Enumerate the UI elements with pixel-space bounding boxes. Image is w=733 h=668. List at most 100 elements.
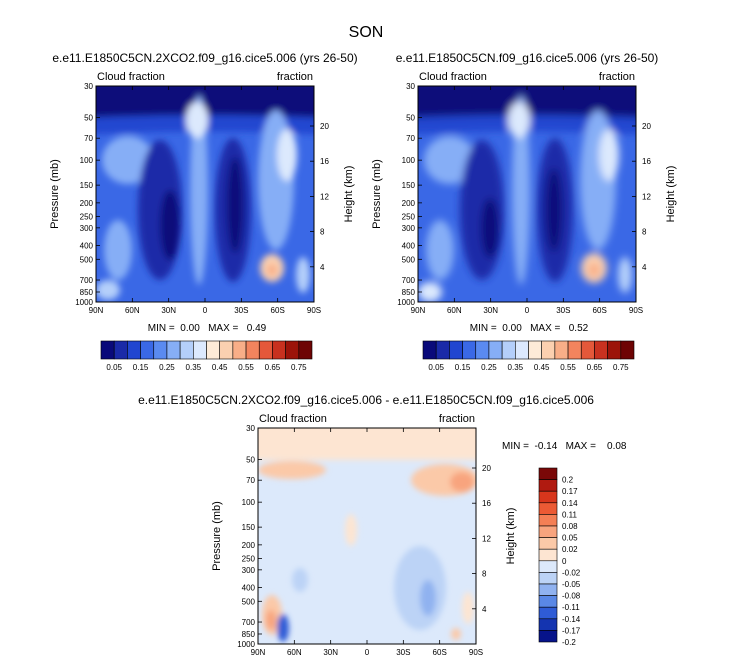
x-tick-label: 90S [469, 648, 483, 657]
colorbar-label: 0.05 [106, 363, 122, 372]
panel-2-colorbar: 0.05 0.15 0.25 0.35 0.45 0.55 0.65 0.75 [422, 340, 635, 372]
panel-1-ticks: 90N 60N 30N 0 30S 60S 90S 30 50 70 100 150 200 250 300… [75, 82, 329, 315]
colorbar-label: 0.08 [562, 522, 578, 531]
colorbar-swatch [538, 595, 558, 608]
colorbar-label: -0.08 [562, 592, 581, 601]
y2-tick-label: 16 [482, 499, 491, 508]
colorbar-swatch [140, 340, 155, 360]
colorbar-swatch [554, 340, 569, 360]
colorbar-label: -0.02 [562, 568, 581, 577]
nh-subtropic-dry [460, 140, 504, 280]
colorbar-label: 0.05 [562, 534, 578, 543]
colorbar-swatch [607, 340, 622, 360]
panel-1-left-label: Cloud fraction [97, 71, 165, 83]
x-tick-label: 90S [629, 306, 643, 315]
antarctic-low [296, 257, 310, 293]
colorbar-swatch [113, 340, 128, 360]
x-tick-label: 60S [271, 306, 285, 315]
field-background [258, 428, 476, 644]
colorbar-swatch [298, 340, 313, 360]
x-tick-label: 0 [365, 648, 370, 657]
x-tick-label: 90N [411, 306, 426, 315]
nh-midlevel-light [102, 136, 154, 184]
colorbar-label: -0.2 [562, 638, 576, 647]
colorbar-swatch [515, 340, 529, 360]
panel-1-title: e.e11.E1850C5CN.2XCO2.f09_g16.cice5.006 … [52, 51, 357, 65]
colorbar-swatch [179, 340, 194, 360]
x-tick-label: 90N [251, 648, 266, 657]
x-tick-label: 0 [203, 306, 208, 315]
colorbar-swatch [272, 340, 286, 360]
x-tick-label: 90N [89, 306, 104, 315]
sh-subtropic-core [227, 157, 243, 253]
panel-2-ticks: 90N 60N 30N 0 30S 60S 90S 30 50 70 100 150 200 250 300… [397, 82, 651, 315]
colorbar-swatch [538, 583, 558, 596]
y-tick-label: 300 [242, 566, 256, 575]
colorbar-label: 0.2 [562, 476, 574, 485]
panel-3-left-label: Cloud fraction [259, 413, 327, 425]
y-tick-label: 250 [402, 213, 416, 222]
colorbar-swatch [435, 340, 450, 360]
arctic-low [418, 282, 442, 302]
colorbar-swatch [538, 548, 558, 562]
y-tick-label: 500 [80, 255, 94, 264]
y2-tick-label: 4 [320, 263, 325, 272]
colorbar-swatch [193, 340, 207, 360]
figure-title: SON [349, 24, 384, 41]
y2-tick-label: 16 [642, 157, 651, 166]
x-tick-label: 30N [161, 306, 176, 315]
panel-2-right-label: fraction [599, 71, 635, 83]
x-tick-label: 60S [433, 648, 447, 657]
y2-tick-label: 16 [320, 157, 329, 166]
y-tick-label: 150 [80, 181, 94, 190]
colorbar-swatch [245, 340, 260, 360]
colorbar-swatch [153, 340, 168, 360]
sh-low-cloud-peak [588, 263, 600, 277]
colorbar-swatch [538, 618, 558, 631]
colorbar-swatch [538, 537, 558, 550]
y-tick-label: 1000 [397, 298, 415, 307]
colorbar-swatch [541, 340, 556, 360]
y-tick-label: 100 [80, 156, 94, 165]
y-tick-label: 700 [242, 618, 256, 627]
y-tick-label: 200 [402, 199, 416, 208]
y-tick-label: 200 [242, 541, 256, 550]
colorbar-swatch [538, 630, 558, 643]
colorbar-swatch [580, 340, 595, 360]
upper-positive-band [258, 428, 476, 460]
y-tick-label: 300 [80, 224, 94, 233]
panel-2-stats: MIN = 0.00 MAX = 0.52 [470, 323, 589, 334]
colorbar-label: 0.17 [562, 487, 578, 496]
arctic-low-warm-core [266, 610, 276, 630]
y-tick-label: 50 [246, 455, 255, 464]
y2-tick-label: 20 [482, 464, 491, 473]
x-tick-label: 30S [234, 306, 248, 315]
y2-tick-label: 8 [320, 228, 325, 237]
y-tick-label: 500 [242, 597, 256, 606]
x-tick-label: 60N [447, 306, 462, 315]
colorbar-swatch [449, 340, 463, 360]
y-tick-label: 1000 [75, 298, 93, 307]
panel-2-y2label: Height (km) [665, 166, 677, 223]
y2-tick-label: 12 [482, 534, 491, 543]
panel-1-ylabel: Pressure (mb) [49, 159, 61, 229]
panel-3-stats: MIN = -0.14 MAX = 0.08 [502, 441, 627, 452]
sh-midlat-light [277, 129, 297, 181]
y-tick-label: 70 [246, 476, 255, 485]
colorbar-swatch [127, 340, 141, 360]
panel-3-field [258, 428, 476, 644]
x-tick-label: 90S [307, 306, 321, 315]
y-tick-label: 850 [80, 288, 94, 297]
colorbar-label: 0.65 [265, 363, 281, 372]
panel-1-y2label: Height (km) [343, 166, 355, 223]
sh-low-negative [394, 546, 446, 630]
nh-midlevel-light [424, 136, 476, 184]
y2-tick-label: 4 [642, 263, 647, 272]
panel-1: e.e11.E1850C5CN.2XCO2.f09_g16.cice5.006 … [49, 51, 358, 372]
y-tick-label: 30 [246, 424, 255, 433]
y-tick-label: 150 [242, 523, 256, 532]
colorbar-label: 0.45 [212, 363, 228, 372]
colorbar-swatch [538, 606, 558, 620]
panel-1-stats: MIN = 0.00 MAX = 0.49 [148, 323, 267, 334]
colorbar-label: 0.35 [508, 363, 524, 372]
